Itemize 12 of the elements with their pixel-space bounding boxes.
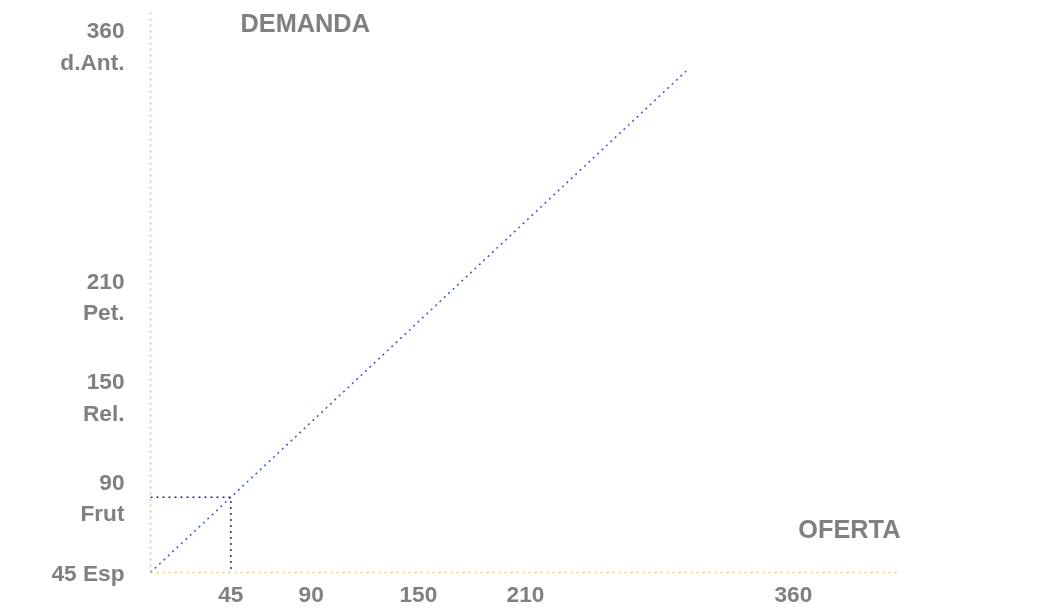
x-tick-label: 45 bbox=[218, 580, 244, 607]
x-tick-label: 90 bbox=[298, 580, 324, 607]
x-axis-title: OFERTA bbox=[798, 514, 901, 543]
y-axis-title: DEMANDA bbox=[240, 8, 370, 37]
x-tick-label: 210 bbox=[506, 580, 545, 607]
x-tick-label: 150 bbox=[399, 580, 438, 607]
y-tick-label: 90 Frut bbox=[80, 468, 125, 526]
y-tick-label: 360 d.Ant. bbox=[60, 17, 125, 75]
y-tick-label: 45 Esp bbox=[51, 559, 125, 586]
x-tick-label: 360 bbox=[774, 580, 813, 607]
y-tick-label: 210 Pet. bbox=[82, 268, 125, 326]
y-tick-label: 150 Rel. bbox=[82, 368, 125, 426]
